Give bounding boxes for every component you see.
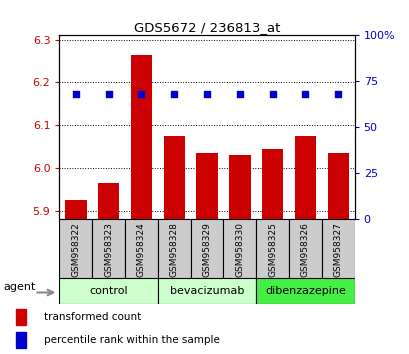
Text: bevacizumab: bevacizumab	[169, 286, 244, 296]
Bar	[16, 332, 27, 348]
Bar	[157, 219, 190, 278]
Bar	[59, 219, 92, 278]
Bar	[130, 55, 152, 219]
Bar	[327, 153, 348, 219]
Bar	[229, 155, 250, 219]
Point	[105, 91, 112, 97]
Point	[236, 91, 243, 97]
Text: GSM958330: GSM958330	[235, 222, 244, 278]
Text: GSM958327: GSM958327	[333, 222, 342, 277]
Text: percentile rank within the sample: percentile rank within the sample	[43, 335, 219, 345]
Point	[171, 91, 177, 97]
Text: GSM958325: GSM958325	[267, 222, 276, 277]
Text: GSM958329: GSM958329	[202, 222, 211, 277]
Point	[301, 91, 308, 97]
Text: transformed count: transformed count	[43, 312, 141, 322]
Bar	[190, 219, 223, 278]
Bar	[261, 149, 283, 219]
Text: agent: agent	[3, 282, 35, 292]
Bar	[157, 278, 256, 304]
Bar	[256, 278, 354, 304]
Bar	[163, 136, 184, 219]
Bar	[294, 136, 315, 219]
Text: GSM958324: GSM958324	[137, 222, 146, 277]
Text: GSM958326: GSM958326	[300, 222, 309, 277]
Text: GSM958328: GSM958328	[169, 222, 178, 277]
Bar	[196, 153, 217, 219]
Bar	[125, 219, 157, 278]
Bar	[59, 278, 157, 304]
Bar	[98, 183, 119, 219]
Text: GSM958323: GSM958323	[104, 222, 113, 277]
Bar	[256, 219, 288, 278]
Bar	[223, 219, 256, 278]
Bar	[288, 219, 321, 278]
Bar	[92, 219, 125, 278]
Title: GDS5672 / 236813_at: GDS5672 / 236813_at	[133, 21, 280, 34]
Point	[269, 91, 275, 97]
Bar	[321, 219, 354, 278]
Bar	[16, 309, 27, 325]
Point	[334, 91, 341, 97]
Point	[203, 91, 210, 97]
Text: GSM958322: GSM958322	[71, 222, 80, 277]
Point	[138, 91, 144, 97]
Bar	[65, 200, 86, 219]
Text: control: control	[89, 286, 128, 296]
Text: dibenzazepine: dibenzazepine	[264, 286, 345, 296]
Point	[72, 91, 79, 97]
